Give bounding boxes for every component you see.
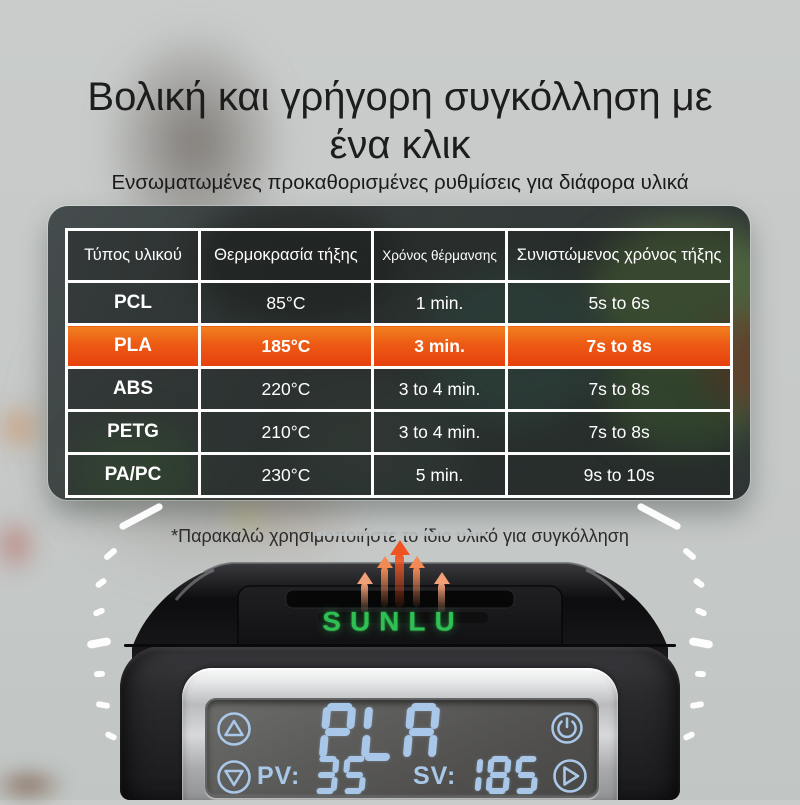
device-lid — [132, 562, 668, 668]
subtitle: Ενσωματωμένες προκαθορισμένες ρυθμίσεις … — [111, 170, 689, 194]
up-arrow-icon — [217, 712, 251, 746]
heat-arrow — [413, 567, 420, 607]
heat-arrow — [361, 583, 368, 613]
heat-arrow — [438, 583, 445, 613]
embossed-text-smudge — [318, 612, 488, 623]
table-row: ABS 220°C 3 to 4 min. 7s to 8s — [65, 366, 733, 412]
table-row: PETG 210°C 3 to 4 min. 7s to 8s — [65, 409, 733, 455]
lcd-screen: PV: SV: — [207, 700, 597, 796]
pv-label: PV: — [257, 762, 301, 790]
lcd-pv-value — [315, 756, 371, 794]
footnote: *Παρακαλώ χρησιμοποιήστε το ίδιο υλικό γ… — [171, 526, 629, 546]
brand-logo: SUNLU — [322, 606, 464, 637]
page-title: Βολική και γρήγορη συγκόλληση με ένα κλι… — [0, 73, 800, 169]
background-color-blob — [0, 765, 68, 805]
heat-arrow — [395, 554, 404, 607]
lcd-material-readout — [318, 703, 447, 761]
heat-arrow — [381, 567, 388, 607]
lcd-sv-value — [459, 756, 543, 794]
power-icon — [551, 712, 583, 744]
column-header-material: Τύπος υλικού — [65, 228, 201, 283]
spec-panel: Τύπος υλικού Θερμοκρασία τήξης Χρόνος θέ… — [48, 206, 750, 500]
title-line-1: Βολική και γρήγορη συγκόλληση με — [87, 74, 713, 119]
down-arrow-icon — [217, 760, 251, 794]
table-row-highlighted: PLA 185°C 3 min. 7s to 8s — [65, 323, 733, 369]
confirm-arrow-icon — [553, 759, 587, 793]
sv-label: SV: — [413, 762, 457, 790]
table-header-row: Τύπος υλικού Θερμοκρασία τήξης Χρόνος θέ… — [65, 228, 733, 283]
column-header-melt-temp: Θερμοκρασία τήξης — [198, 228, 374, 283]
title-line-2: ένα κλικ — [329, 122, 471, 167]
welder-device: SUNLU PV: SV: — [118, 528, 682, 800]
lid-back-rim — [314, 532, 486, 536]
background-color-blob — [0, 400, 47, 455]
background-color-blob — [0, 515, 40, 575]
column-header-heat-time: Χρόνος θέρμανσης — [370, 228, 509, 283]
table-row: PCL 85°C 1 min. 5s to 6s — [65, 280, 733, 326]
material-settings-table: Τύπος υλικού Θερμοκρασία τήξης Χρόνος θέ… — [65, 228, 733, 498]
column-header-weld-time: Συνιστώμενος χρόνος τήξης — [505, 228, 733, 283]
table-row: PA/PC 230°C 5 min. 9s to 10s — [65, 452, 733, 498]
